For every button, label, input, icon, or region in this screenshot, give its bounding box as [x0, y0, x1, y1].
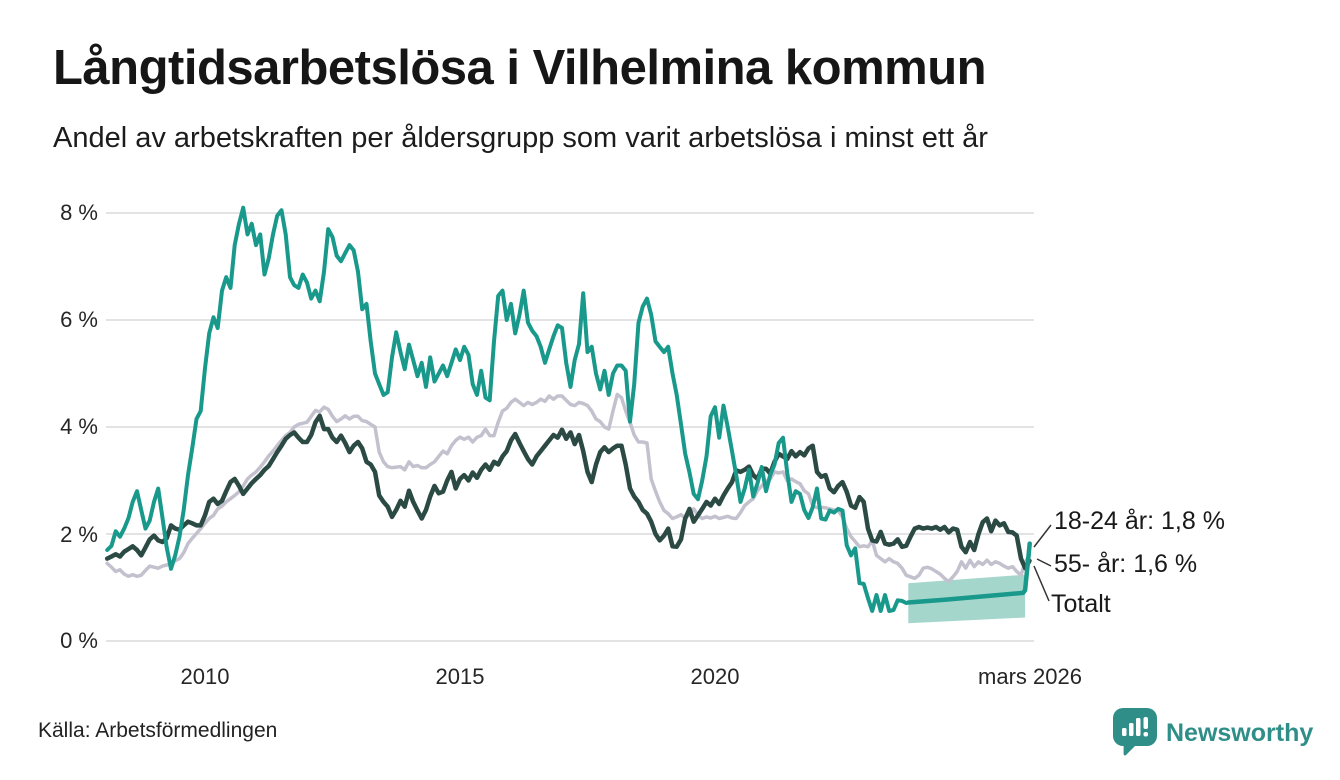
series-line-2 — [104, 413, 1032, 571]
annotation-leader-line — [1033, 565, 1050, 602]
brand-logo: Newsworthy — [1113, 708, 1313, 756]
series-line-0 — [105, 205, 909, 613]
x-tick-mars-2026: mars 2026 — [978, 664, 1082, 689]
x-tick-2020: 2020 — [690, 664, 740, 689]
page-title: Långtidsarbetslösa i Vilhelmina kommun — [53, 41, 987, 95]
newsworthy-bar-chart-bubble-icon — [1113, 708, 1157, 756]
smoothed-tail-line — [906, 541, 1032, 605]
series-line-1 — [105, 392, 1032, 584]
x-tick-2015: 2015 — [435, 664, 485, 689]
series-label-totalt: Totalt — [1051, 590, 1111, 618]
annotation-leader-line — [1033, 524, 1052, 548]
page-subtitle: Andel av arbetskraften per åldersgrupp s… — [53, 122, 988, 154]
source-note: Källa: Arbetsförmedlingen — [38, 719, 278, 742]
y-tick-8: 8 % — [60, 200, 98, 225]
series-label-55: 55- år: 1,6 % — [1054, 550, 1198, 578]
y-tick-2: 2 % — [60, 522, 98, 547]
brand-name: Newsworthy — [1166, 718, 1314, 747]
series-label-18-24: 18-24 år: 1,8 % — [1054, 507, 1225, 535]
annotation-leader-line — [1036, 558, 1052, 567]
y-tick-6: 6 % — [60, 307, 98, 332]
x-tick-2010: 2010 — [180, 664, 230, 689]
y-tick-4: 4 % — [60, 414, 98, 439]
y-tick-0: 0 % — [60, 628, 98, 653]
